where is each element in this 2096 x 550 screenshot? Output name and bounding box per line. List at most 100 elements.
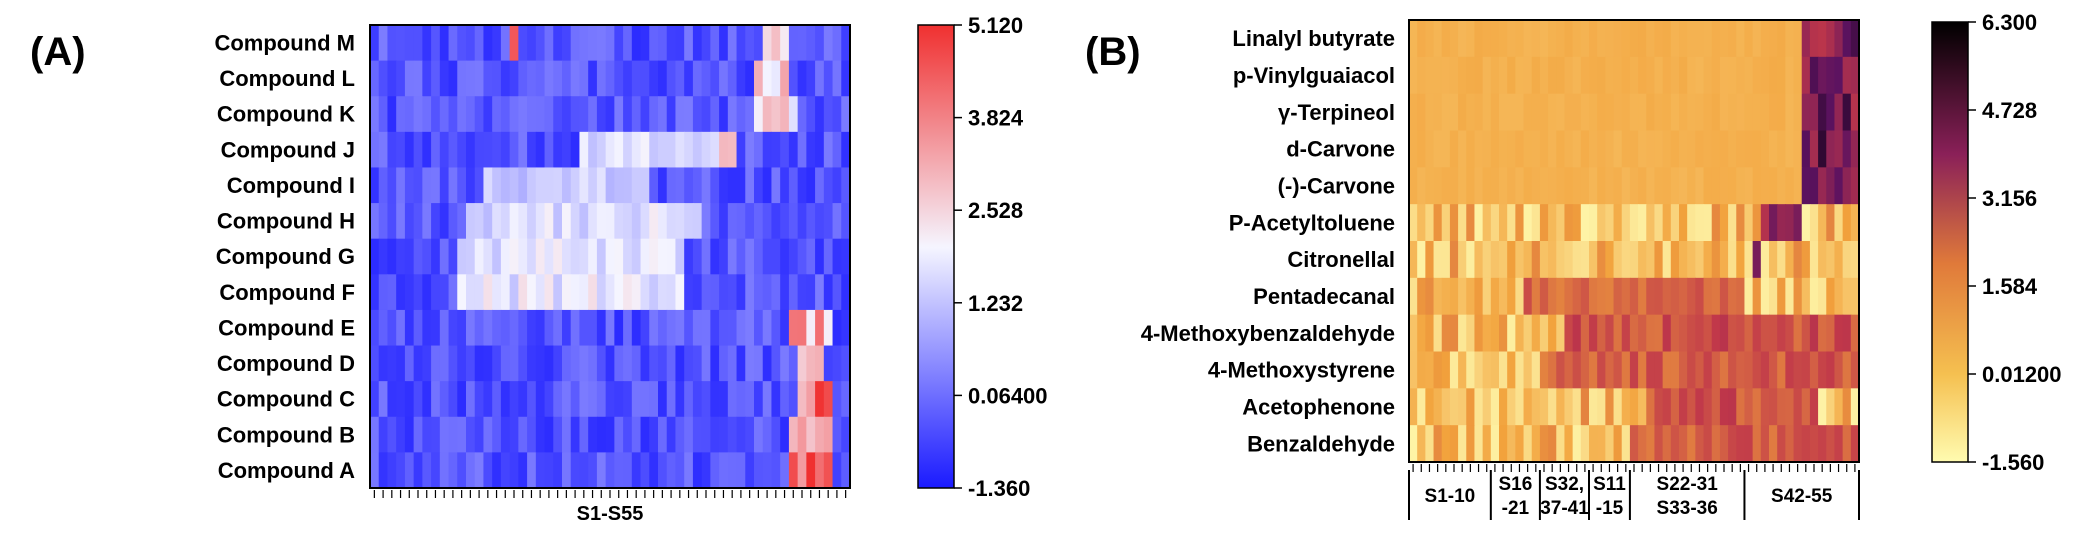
heatmap-cell (588, 309, 598, 347)
heatmap-cell (1670, 93, 1680, 132)
heatmap-cell (1793, 388, 1803, 426)
heatmap-cell (535, 309, 546, 347)
heatmap-cell (535, 203, 546, 240)
heatmap-cell (1736, 93, 1746, 132)
heatmap-cell (570, 345, 581, 382)
heatmap-cell (1842, 351, 1852, 389)
heatmap-cell (736, 274, 746, 311)
heatmap-cell (1409, 241, 1418, 279)
heatmap-cell (1490, 425, 1500, 463)
heatmap-cell (1736, 56, 1746, 95)
heatmap-cell (605, 238, 615, 275)
heatmap-cell (596, 452, 607, 489)
heatmap-cell (1638, 425, 1647, 463)
heatmap-cell (1728, 241, 1737, 279)
heatmap-cell (492, 416, 502, 453)
heatmap-cell (596, 25, 607, 62)
heatmap-cell (1523, 351, 1533, 389)
heatmap-cell (1695, 130, 1705, 168)
heatmap-cell (1752, 425, 1762, 463)
heatmap-cell (431, 416, 441, 453)
heatmap-cell (1703, 425, 1713, 463)
heatmap-cell (1597, 277, 1606, 316)
heatmap-cell (727, 416, 738, 453)
heatmap-cell (396, 452, 406, 489)
heatmap-cell (1597, 241, 1606, 279)
heatmap-cell (562, 131, 572, 169)
heatmap-cell (666, 238, 677, 275)
heatmap-cell (754, 345, 764, 382)
heatmap-cell (1842, 241, 1852, 279)
heatmap-cell (404, 274, 415, 311)
heatmap-cell (431, 25, 441, 62)
heatmap-cell (1572, 130, 1582, 168)
heatmap-cell (422, 203, 432, 240)
heatmap-cell (457, 131, 467, 169)
heatmap-cell (553, 416, 563, 453)
heatmap-cell (1433, 167, 1443, 205)
heatmap-cell (1736, 277, 1746, 316)
heatmap-cell (588, 96, 598, 133)
heatmap-cell (788, 167, 799, 204)
heatmap-cell (1433, 56, 1443, 95)
heatmap-cell (1629, 277, 1639, 316)
heatmap-cell (500, 203, 511, 240)
heatmap-cell (1760, 130, 1770, 168)
heatmap-cell (1801, 167, 1811, 205)
heatmap-cell (579, 203, 589, 240)
heatmap-cell (762, 203, 773, 240)
heatmap-cell (614, 309, 624, 347)
heatmap-cell (1425, 56, 1435, 95)
heatmap-cell (640, 309, 650, 347)
heatmap-cell (413, 452, 423, 489)
heatmap-cell (1490, 204, 1500, 242)
heatmap-cell (1425, 277, 1435, 316)
heatmap-cell (474, 60, 485, 97)
heatmap-cell (1818, 351, 1827, 389)
heatmap-cell (562, 96, 572, 133)
heatmap-cell (1409, 351, 1418, 389)
heatmap-cell (1638, 241, 1647, 279)
heatmap-cell (553, 96, 563, 133)
heatmap-cell (745, 345, 755, 382)
heatmap-cell (806, 167, 816, 204)
heatmap-cell (1425, 351, 1435, 389)
heatmap-cell (631, 416, 642, 453)
heatmap-cell (832, 452, 842, 489)
heatmap-cell (1474, 20, 1484, 58)
heatmap-cell (631, 25, 642, 62)
heatmap-cell (1679, 56, 1688, 95)
heatmap-cell (1417, 204, 1426, 242)
heatmap-cell (579, 345, 589, 382)
heatmap-cell (1548, 425, 1557, 463)
heatmap-cell (623, 345, 633, 382)
heatmap-cell (1744, 167, 1754, 205)
heatmap-cell (509, 381, 519, 418)
heatmap-cell (701, 60, 711, 97)
heatmap-cell (1621, 314, 1631, 353)
heatmap-cell (1834, 56, 1844, 95)
heatmap-cell (500, 167, 511, 204)
heatmap-cell (684, 25, 694, 62)
heatmap-cell (754, 416, 764, 453)
heatmap-cell (1719, 130, 1729, 168)
heatmap-cell (1842, 388, 1852, 426)
heatmap-cell (500, 131, 511, 169)
heatmap-cell (1769, 130, 1778, 168)
heatmap-cell (1638, 314, 1647, 353)
heatmap-cell (1613, 425, 1623, 463)
heatmap-cell (1409, 167, 1418, 205)
heatmap-cell (492, 452, 502, 489)
heatmap-cell (596, 60, 607, 97)
heatmap-cell (1842, 167, 1852, 205)
heatmap-cell (1564, 425, 1574, 463)
heatmap-cell (466, 416, 476, 453)
heatmap-cell (1793, 167, 1803, 205)
heatmap-cell (457, 416, 467, 453)
heatmap-cell (797, 345, 807, 382)
heatmap-cell (823, 345, 834, 382)
heatmap-cell (1548, 167, 1557, 205)
heatmap-cell (788, 452, 799, 489)
heatmap-cell (1589, 56, 1598, 95)
heatmap-cell (780, 60, 790, 97)
